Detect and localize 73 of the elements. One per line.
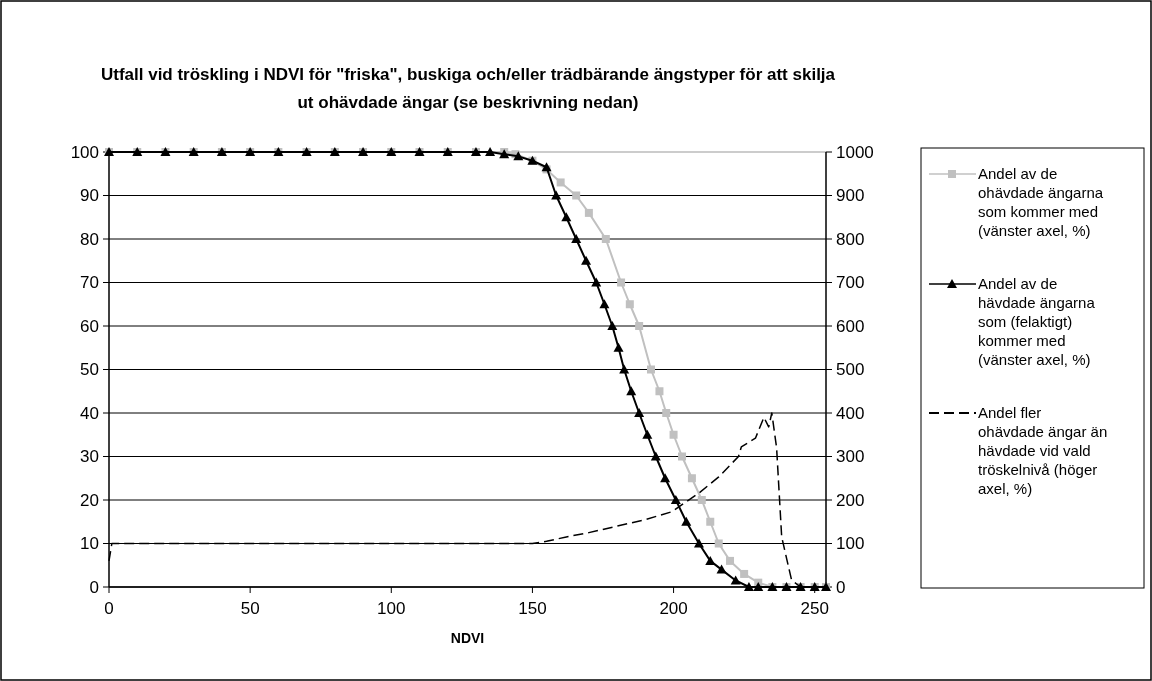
x-tick-label: 250 (800, 599, 829, 618)
legend-label: Andel av de ohävdade ängarna som kommer med (vänster axel, %) (978, 165, 1104, 239)
y2-tick-label: 100 (836, 534, 865, 554)
point (572, 191, 581, 200)
y-tick-label: 20 (80, 490, 99, 510)
point (635, 322, 644, 330)
x-tick-label: 50 (240, 599, 260, 618)
x-tick-label: 0 (104, 599, 114, 618)
point (681, 516, 692, 526)
x-tick-label: 100 (377, 599, 406, 618)
y-tick-label: 0 (89, 577, 99, 597)
y2-tick-label: 0 (836, 577, 846, 597)
point (693, 538, 704, 548)
point (581, 255, 592, 265)
point (601, 235, 610, 243)
point (706, 517, 715, 526)
x-tick-label: 200 (659, 599, 688, 618)
point (669, 430, 678, 439)
y2-tick-label: 400 (836, 403, 865, 423)
point (584, 208, 593, 217)
y-tick-label: 90 (80, 186, 99, 206)
point (634, 408, 645, 417)
point (697, 496, 706, 504)
point (716, 564, 727, 574)
point (571, 234, 582, 243)
y-tick-label: 70 (80, 273, 99, 293)
point (485, 147, 496, 156)
point (613, 342, 624, 352)
point (607, 321, 618, 330)
y2-tick-label: 900 (836, 186, 865, 206)
y2-tick-label: 1000 (836, 142, 874, 162)
point (599, 299, 610, 309)
y2-tick-label: 300 (836, 447, 865, 467)
point (646, 365, 655, 374)
point (642, 429, 653, 439)
chart-title: Utfall vid tröskling i NDVI för "friska", buskiga och/eller trädbärande ängstyper för att skilja ut ohävdade ängar (se beskrivning nedan) (100, 65, 836, 112)
point (743, 582, 754, 591)
y-tick-label: 40 (80, 403, 99, 423)
point (678, 452, 687, 461)
legend-label: Andel fler ohävdade ängar än hävdade vid vald tröskelnivå (höger axel, %) (978, 404, 1108, 497)
point (660, 473, 671, 483)
point (687, 474, 696, 483)
y-tick-label: 60 (80, 316, 99, 336)
y2-tick-label: 500 (836, 360, 865, 380)
y2-tick-label: 600 (836, 316, 865, 336)
y2-tick-label: 800 (836, 229, 865, 249)
point (619, 364, 630, 374)
point (655, 387, 664, 396)
point (650, 451, 661, 461)
point (670, 495, 681, 504)
y-tick-label: 10 (80, 534, 99, 554)
point (591, 277, 602, 287)
point (726, 556, 735, 565)
point (714, 539, 723, 548)
y-tick-label: 80 (80, 229, 99, 249)
point (740, 569, 749, 578)
x-tick-label: 150 (518, 599, 547, 618)
point (626, 386, 637, 396)
point (513, 151, 524, 161)
point (617, 278, 626, 287)
point (551, 190, 562, 200)
legend-label: Andel av de hävdade ängarna som (felaktigt) kommer med (vänster axel, %) (978, 275, 1096, 368)
point (753, 582, 764, 591)
y-tick-label: 100 (70, 142, 99, 162)
point (556, 178, 565, 187)
y2-tick-label: 200 (836, 490, 865, 510)
y-tick-label: 30 (80, 447, 99, 467)
x-axis-title: NDVI (450, 630, 485, 646)
point (662, 409, 671, 417)
point (561, 212, 572, 222)
y2-tick-label: 700 (836, 273, 865, 293)
point (625, 300, 634, 309)
y-tick-label: 50 (80, 360, 99, 380)
